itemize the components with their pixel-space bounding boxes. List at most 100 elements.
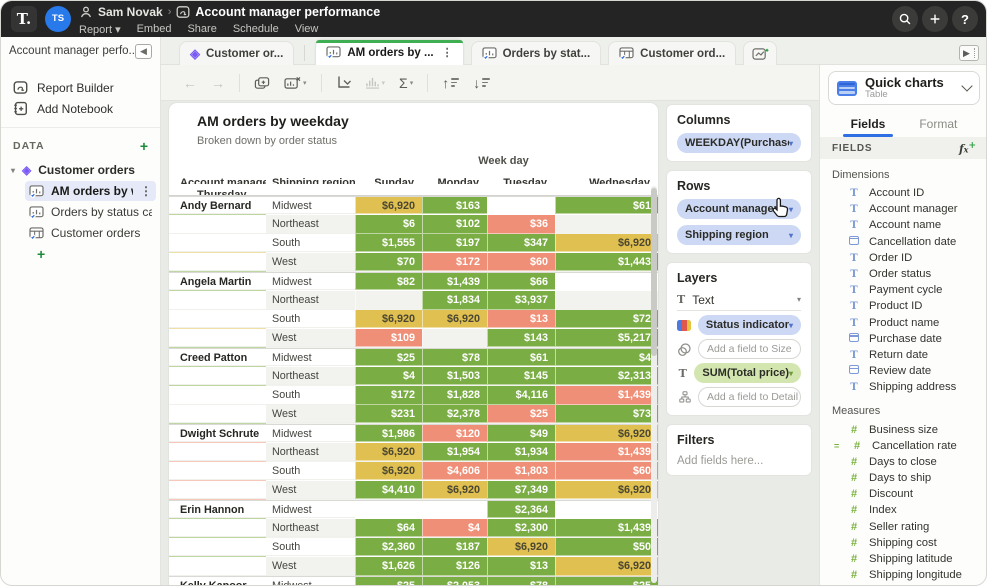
data-cell[interactable] [355,291,422,310]
tab-fields[interactable]: Fields [842,117,893,137]
row-label-account-manager[interactable] [169,291,266,310]
aggregate-button[interactable]: Σ ▾ [399,74,414,91]
data-cell[interactable]: $1,503 [422,367,487,385]
data-cell[interactable]: $2,053 [422,577,487,585]
field-index[interactable]: # Index [820,502,986,518]
data-cell[interactable]: $78 [422,349,487,366]
new-chart-tab-button[interactable] [743,41,778,65]
field-shipping-cost[interactable]: # Shipping cost [820,535,986,551]
row-label-account-manager[interactable] [169,405,266,423]
field-pill-shipping-region[interactable]: Shipping region ▾ [677,225,801,245]
data-cell[interactable] [169,271,266,272]
chart-type-selector[interactable]: Quick charts Table [828,71,980,105]
data-cell[interactable]: $70 [355,253,422,271]
data-cell[interactable]: $66 [487,273,555,290]
search-button[interactable] [892,6,918,32]
data-cell[interactable] [487,197,555,214]
add-formula-icon[interactable]: fx+ [958,140,976,156]
row-label-shipping-region[interactable]: Midwest [266,349,355,366]
row-label-account-manager[interactable] [169,215,266,234]
row-label-account-manager[interactable] [169,462,266,480]
data-cell[interactable] [555,273,658,290]
tab-orders-by-stat-[interactable]: Orders by stat... [470,41,602,65]
data-cell[interactable]: $145 [487,367,555,385]
data-cell[interactable]: $1,439 [422,273,487,290]
data-cell[interactable]: $2,378 [422,405,487,423]
tab-customer-ord-[interactable]: Customer ord... [608,41,737,65]
data-cell[interactable]: $6,920 [555,234,658,252]
field-shipping-latitude[interactable]: # Shipping latitude [820,551,986,567]
data-cell[interactable]: $6,920 [355,197,422,214]
field-pill-account-manager[interactable]: Account manager ▾ [677,199,801,219]
column-header-shipping-region[interactable]: Shipping region [272,177,355,184]
data-cell[interactable]: $6 [355,215,422,234]
data-cell[interactable]: $72 [555,310,658,328]
data-cell[interactable]: $1,626 [355,557,422,576]
sort-desc-button[interactable]: ↓ [473,75,491,91]
row-label-account-manager[interactable]: Angela Martin [169,273,266,290]
sort-asc-button[interactable]: ↑ [442,75,460,91]
data-cell[interactable]: $172 [422,253,487,271]
column-header-thursday[interactable]: Thursday [197,188,247,196]
data-cell[interactable]: $1,439 [555,386,658,405]
data-cell[interactable]: $5,217 [555,329,658,347]
field-cancellation-date[interactable]: Cancellation date [820,234,986,250]
row-label-account-manager[interactable] [169,253,266,271]
item-menu-icon[interactable]: ⋮ [140,184,152,198]
data-cell[interactable]: $13 [487,310,555,328]
data-cell[interactable] [355,501,422,518]
field-days-to-ship[interactable]: # Days to ship [820,470,986,486]
filters-dropzone[interactable]: Add fields here... [677,455,764,467]
data-cell[interactable] [169,214,266,215]
field-shipping-address[interactable]: T Shipping address [820,379,986,395]
row-label-shipping-region[interactable]: Midwest [266,425,355,442]
data-cell[interactable] [422,329,487,347]
row-label-shipping-region[interactable]: South [266,462,355,480]
column-header-tuesday[interactable]: Tuesday [503,177,547,184]
data-cell[interactable] [422,501,487,518]
data-cell[interactable]: $347 [487,234,555,252]
field-seller-rating[interactable]: # Seller rating [820,519,986,535]
data-cell[interactable]: $6,920 [555,481,658,499]
menu-item-view[interactable]: View [294,23,319,35]
row-label-account-manager[interactable]: Erin Hannon [169,501,266,518]
field-product-id[interactable]: T Product ID [820,298,986,314]
field-discount[interactable]: # Discount [820,486,986,502]
data-cell[interactable]: $1,439 [555,443,658,461]
row-label-shipping-region[interactable]: Midwest [266,273,355,290]
field-account-manager[interactable]: T Account manager [820,201,986,217]
data-cell[interactable]: $231 [355,405,422,423]
row-label-account-manager[interactable] [169,367,266,385]
tab-format[interactable]: Format [919,117,958,131]
row-label-shipping-region[interactable]: South [266,386,355,405]
data-cell[interactable]: $126 [422,557,487,576]
expand-panel-icon[interactable]: ▶ [959,45,979,61]
add-data-button[interactable]: + [139,138,148,154]
row-label-shipping-region[interactable]: West [266,481,355,499]
row-label-shipping-region[interactable]: Northeast [266,443,355,461]
row-label-shipping-region[interactable]: South [266,538,355,556]
row-label-shipping-region[interactable]: Northeast [266,215,355,234]
data-cell[interactable]: $2,364 [487,501,555,518]
data-cell[interactable]: $13 [487,557,555,576]
row-label-shipping-region[interactable]: Midwest [266,197,355,214]
data-cell[interactable]: $60 [555,462,658,480]
data-cell[interactable] [169,328,266,329]
tab-customer-or-[interactable]: ◈ Customer or... [179,41,295,65]
data-cell[interactable]: $4 [422,519,487,537]
data-cell[interactable]: $6,920 [487,538,555,556]
data-cell[interactable]: $120 [422,425,487,442]
field-pill-status-indicator[interactable]: Status indicator ▾ [697,315,801,335]
field-purchase-date[interactable]: Purchase date [820,331,986,347]
data-cell[interactable]: $6,920 [422,481,487,499]
data-cell[interactable]: $3,937 [487,291,555,310]
tree-item-orders-by-status-categ-[interactable]: Orders by status categ... [25,202,156,222]
menu-item-report[interactable]: Report ▾ [79,23,121,36]
data-cell[interactable]: $1,555 [355,234,422,252]
data-cell[interactable]: $82 [355,273,422,290]
data-cell[interactable]: $7,349 [487,481,555,499]
row-label-account-manager[interactable]: Dwight Schrute [169,425,266,442]
field-order-status[interactable]: T Order status [820,266,986,282]
data-cell[interactable]: $143 [487,329,555,347]
remove-chart-button[interactable]: ▾ [284,76,307,90]
